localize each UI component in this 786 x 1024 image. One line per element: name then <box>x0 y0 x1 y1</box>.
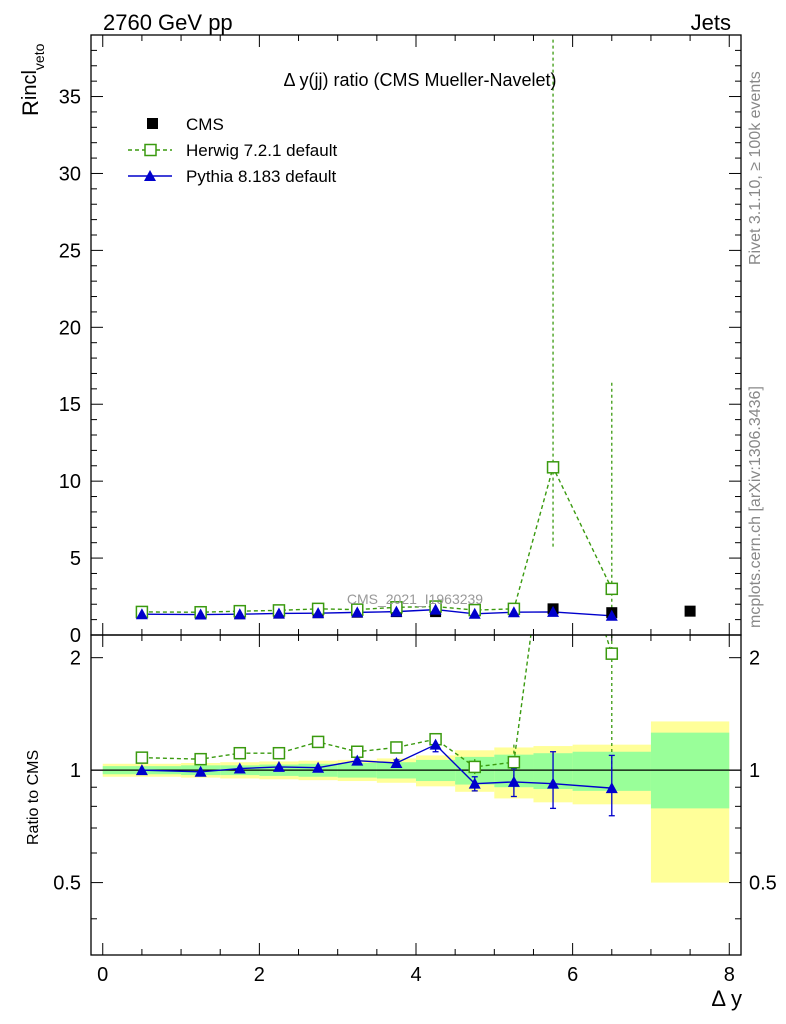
main-chart-title: Δ y(jj) ratio (CMS Mueller-Navelet) <box>283 70 556 90</box>
main-panel: 0 5 10 15 20 25 30 35 CMS_2021_I1963239 Δ y(jj)… <box>18 34 742 647</box>
ratio-y-tick-label: 2 <box>70 648 81 670</box>
y-label-main: R <box>18 100 43 116</box>
herwig-ratio-point <box>605 647 619 660</box>
herwig-ratio-point <box>272 746 286 760</box>
pythia-point <box>194 608 207 620</box>
ratio-y-axis-label: Ratio to CMS <box>25 750 42 845</box>
x-tick-label: 8 <box>724 964 735 986</box>
ratio-y-tick-label-right: 2 <box>749 648 760 670</box>
ratio-panel: 0.5 0.5 1 1 2 2 0 2 4 6 8 Ratio to CMS Δ y <box>25 634 777 1011</box>
herwig-ratio-line <box>141 635 613 768</box>
cms-point <box>684 605 696 617</box>
main-y-tick-label: 10 <box>59 471 81 493</box>
x-tick-label: 4 <box>410 964 421 986</box>
legend: CMS Herwig 7.2.1 default Pythia 8.183 de… <box>128 115 337 186</box>
herwig-point <box>605 582 619 596</box>
main-series-group <box>135 39 696 621</box>
pythia-line <box>141 608 612 617</box>
herwig-ratio-point <box>468 760 481 774</box>
pythia-point <box>135 608 148 620</box>
legend-item-cms: CMS <box>147 115 224 134</box>
main-y-axis-label: Rinclveto <box>18 43 47 116</box>
pythia-point <box>429 603 442 615</box>
legend-item-pythia: Pythia 8.183 default <box>128 167 337 186</box>
ratio-y-tick-label: 1 <box>70 760 81 782</box>
main-y-tick-label: 30 <box>59 163 81 185</box>
pythia-ratio-point <box>468 777 481 789</box>
main-y-tick-label: 0 <box>70 625 81 647</box>
pythia-ratio-point <box>429 738 442 750</box>
herwig-ratio-point <box>311 735 325 749</box>
ratio-y-tick-label-right: 1 <box>749 760 760 782</box>
ratio-y-tick-label: 0.5 <box>53 873 81 895</box>
ratio-plot-area <box>91 635 741 883</box>
pythia-ratio-point <box>351 754 364 766</box>
pythia-point <box>390 605 403 617</box>
pythia-ratio-point <box>135 764 148 776</box>
pythia-point <box>468 607 481 619</box>
pythia-ratio-point <box>547 777 560 789</box>
herwig-ratio-point <box>390 741 403 754</box>
main-y-tick-label: 35 <box>59 87 81 109</box>
pythia-ratio-point <box>390 756 403 768</box>
legend-label-cms: CMS <box>186 115 224 134</box>
herwig-ratio-point <box>507 755 521 769</box>
pythia-point <box>351 606 364 618</box>
pythia-ratio-point <box>233 762 246 774</box>
herwig-point <box>546 461 560 474</box>
pythia-point <box>507 606 520 618</box>
header-left-label: 2760 GeV pp <box>103 10 233 35</box>
pythia-point <box>547 605 560 617</box>
herwig-ratio-point <box>135 751 149 764</box>
x-tick-label: 0 <box>97 964 108 986</box>
herwig-ratio-point <box>233 746 247 760</box>
pythia-ratio-point <box>312 761 325 773</box>
legend-marker-pythia <box>144 170 156 181</box>
watermark: CMS_2021_I1963239 <box>347 591 483 607</box>
legend-marker-cms <box>147 118 158 129</box>
legend-marker-herwig <box>144 143 157 157</box>
y-label-sub: veto <box>31 43 47 70</box>
main-y-tick-label: 25 <box>59 240 81 262</box>
pythia-ratio-line <box>141 743 612 789</box>
pythia-ratio-point <box>194 765 207 777</box>
pythia-ratio-point <box>272 760 285 772</box>
legend-label-herwig: Herwig 7.2.1 default <box>186 141 337 160</box>
x-tick-label: 2 <box>254 964 265 986</box>
main-y-tick-label: 15 <box>59 394 81 416</box>
header-right-label: Jets <box>691 10 731 35</box>
pythia-ratio-point <box>605 782 618 794</box>
ratio-axes: 0.5 0.5 1 1 2 2 0 2 4 6 8 <box>53 635 777 986</box>
legend-label-pythia: Pythia 8.183 default <box>186 167 337 186</box>
x-axis-label: Δ y <box>711 986 742 1011</box>
main-y-tick-label: 5 <box>70 548 81 570</box>
herwig-line <box>141 465 613 613</box>
ratio-y-tick-label-right: 0.5 <box>749 873 777 895</box>
pythia-point <box>272 607 285 619</box>
main-plot-area <box>135 39 696 621</box>
y-label-sup: incl <box>19 70 41 100</box>
rivet-label: Rivet 3.1.10, ≥ 100k events <box>747 71 764 265</box>
mcplots-label: mcplots.cern.ch [arXiv:1306.3436] <box>747 386 764 628</box>
main-y-tick-label: 20 <box>59 317 81 339</box>
pythia-point <box>312 607 325 619</box>
pythia-point <box>605 609 618 621</box>
pythia-point <box>233 608 246 620</box>
x-tick-label: 6 <box>567 964 578 986</box>
pythia-ratio-point <box>507 775 520 787</box>
main-y-axis: 0 5 10 15 20 25 30 35 <box>59 34 741 647</box>
herwig-ratio-point <box>194 752 207 766</box>
legend-item-herwig: Herwig 7.2.1 default <box>128 141 337 160</box>
ratio-series-group <box>91 635 741 883</box>
svg-text:Rinclveto: Rinclveto <box>18 43 47 116</box>
